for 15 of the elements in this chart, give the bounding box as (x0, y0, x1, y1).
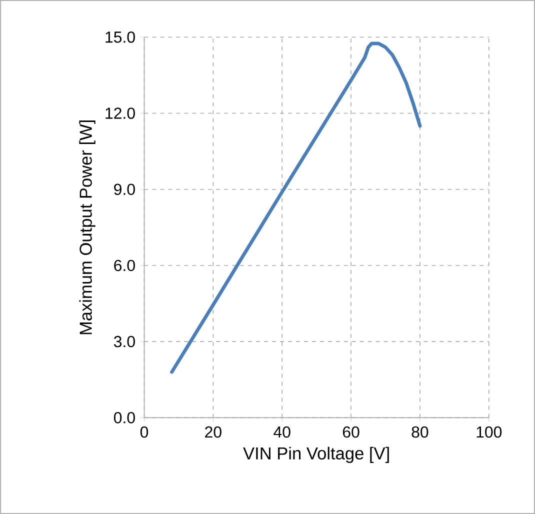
x-tick-label: 80 (412, 426, 428, 438)
y-tick-label: 3.0 (114, 336, 135, 348)
x-tick-label: 100 (476, 426, 502, 438)
line-series (170, 42, 422, 374)
x-tick-label: 60 (342, 426, 360, 438)
y-tick-label: 6.0 (114, 260, 135, 272)
y-tick-label: 15.0 (106, 31, 135, 43)
x-tick-label: 0 (140, 426, 148, 438)
y-axis-title: Maximum Output Power [W] (79, 120, 96, 334)
x-tick-label: 40 (274, 426, 290, 438)
x-axis-title: VIN Pin Voltage [V] (243, 446, 389, 463)
y-tick-label: 12.0 (106, 108, 135, 119)
y-tick-label: 0.0 (114, 412, 135, 424)
x-tick-label: 20 (205, 426, 222, 438)
y-tick-label: 9.0 (114, 184, 135, 195)
